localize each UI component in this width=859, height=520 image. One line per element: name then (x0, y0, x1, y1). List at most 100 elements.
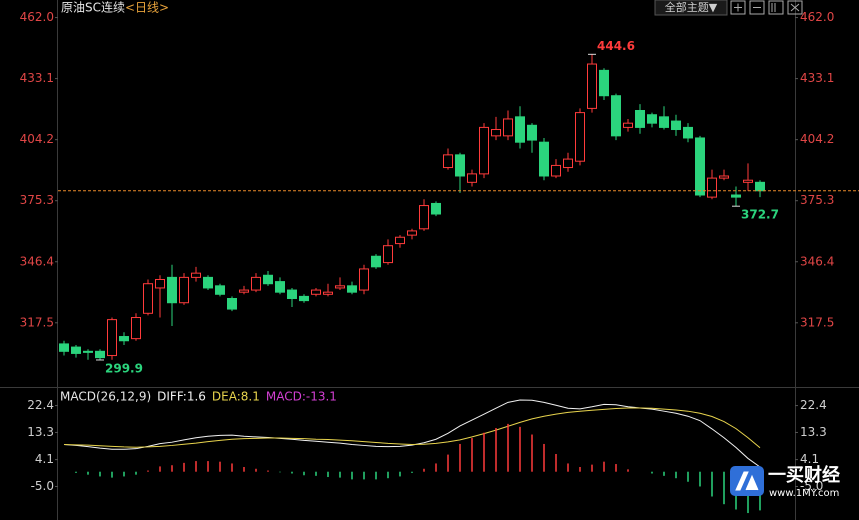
candle-body (443, 154, 453, 169)
y-tick-label: -5.0 (31, 479, 54, 493)
candle-body (755, 181, 765, 192)
y-tick-label: 4.1 (35, 452, 54, 466)
y-tick-label: 22.4 (27, 398, 54, 412)
indicator-title: MACD(26,12,9) (60, 390, 151, 404)
watermark-logo (730, 466, 764, 496)
candle-body (371, 255, 381, 268)
candle-body (623, 122, 633, 128)
candle-body (83, 350, 93, 353)
y-tick-label: 346.4 (20, 254, 54, 268)
candle-body (731, 194, 741, 198)
candle-body (683, 126, 693, 139)
candle-body (719, 175, 729, 179)
watermark-url: www.1MY.com (769, 488, 839, 499)
theme-button[interactable]: 全部主题▼ (665, 0, 718, 14)
candle-body (551, 164, 561, 177)
watermark-title: 一买财经 (768, 464, 840, 486)
candle-body (431, 202, 441, 215)
theme-button-box[interactable] (654, 0, 728, 16)
y-tick-label-right: 4.1 (800, 452, 819, 466)
watermark: 一买财经 www.1MY.com (730, 464, 840, 499)
candle-body (383, 245, 393, 264)
y-tick-label: 317.5 (20, 315, 54, 329)
candle-body (227, 298, 237, 310)
candle-body (71, 346, 81, 354)
candle-body (131, 317, 141, 340)
candle-body (215, 285, 225, 295)
candle-body (395, 236, 405, 245)
candle-body (635, 110, 645, 128)
candle-body (407, 230, 417, 236)
candle-body (515, 116, 525, 143)
y-tick-label: 433.1 (20, 71, 54, 85)
icon-zoom[interactable] (730, 0, 746, 15)
candle-body (587, 63, 597, 109)
candle-body (275, 281, 285, 293)
y-tick-label-right: -5.0 (800, 479, 823, 493)
candle-body (479, 126, 489, 175)
candle-body (107, 319, 117, 357)
candle-body (59, 343, 69, 352)
y-tick-label-right: 462.0 (800, 10, 834, 24)
y-tick-label-right: 375.3 (800, 193, 834, 207)
y-tick-label: 13.3 (27, 425, 54, 439)
icon-close[interactable] (787, 0, 803, 15)
candle-body (323, 291, 333, 295)
y-tick-label: 375.3 (20, 193, 54, 207)
candle-body (167, 276, 177, 304)
candle-body (359, 268, 369, 291)
legend-entry: DIFF:1.6 (157, 390, 206, 404)
candle-body (191, 272, 201, 278)
candle-body (299, 295, 309, 302)
y-tick-label-right: 13.3 (800, 425, 827, 439)
candle-body (347, 285, 357, 293)
candle-body (599, 69, 609, 97)
period[interactable]: <日线> (125, 1, 169, 15)
candle-body (287, 289, 297, 300)
extreme-label: 299.9 (105, 361, 143, 375)
candle-body (467, 173, 477, 183)
candle-body (647, 114, 657, 124)
candle-body (707, 177, 717, 198)
candle-body (143, 283, 153, 314)
candle-body (419, 205, 429, 230)
extreme-label: 372.7 (741, 208, 779, 222)
watermark-logo-glyph (735, 471, 759, 491)
candle-body (695, 137, 705, 196)
y-tick-label: 462.0 (20, 10, 54, 24)
candle-body (203, 276, 213, 289)
legend-entry: DEA:8.1 (212, 390, 260, 404)
candle-body (671, 120, 681, 131)
candle-body (563, 158, 573, 169)
y-tick-label-right: 433.1 (800, 71, 834, 85)
candle-body (239, 289, 249, 293)
legend-entry: MACD:-13.1 (266, 390, 337, 404)
y-tick-label: 404.2 (20, 132, 54, 146)
icon-zoom-out[interactable] (749, 0, 765, 15)
candle-body (119, 336, 129, 342)
candle-body (659, 116, 669, 128)
candle-body (251, 276, 261, 291)
indicator-line (63, 407, 761, 449)
extreme-label: 444.6 (597, 39, 635, 53)
candle-body (539, 141, 549, 177)
candle-body (263, 274, 273, 285)
candle-body (503, 118, 513, 137)
icon-glyphs (734, 3, 800, 12)
candle-body (527, 124, 537, 141)
macd-header: MACD(26,12,9) DIFF:1.6 DEA:8.1 MACD:-13.1 (60, 390, 337, 404)
candle-body (743, 179, 753, 183)
y-tick-label-right: 22.4 (800, 398, 827, 412)
icon-layout[interactable] (768, 0, 784, 15)
candle-body (491, 129, 501, 137)
y-tick-label-right: 346.4 (800, 254, 834, 268)
candle-body (311, 289, 321, 295)
candle-body (611, 95, 621, 137)
candle-body (575, 112, 585, 162)
y-tick-label-right: 317.5 (800, 315, 834, 329)
candle-body (335, 285, 345, 289)
y-tick-label-right: 404.2 (800, 132, 834, 146)
toolbar-icons[interactable] (730, 0, 803, 15)
candle-body (179, 276, 189, 304)
